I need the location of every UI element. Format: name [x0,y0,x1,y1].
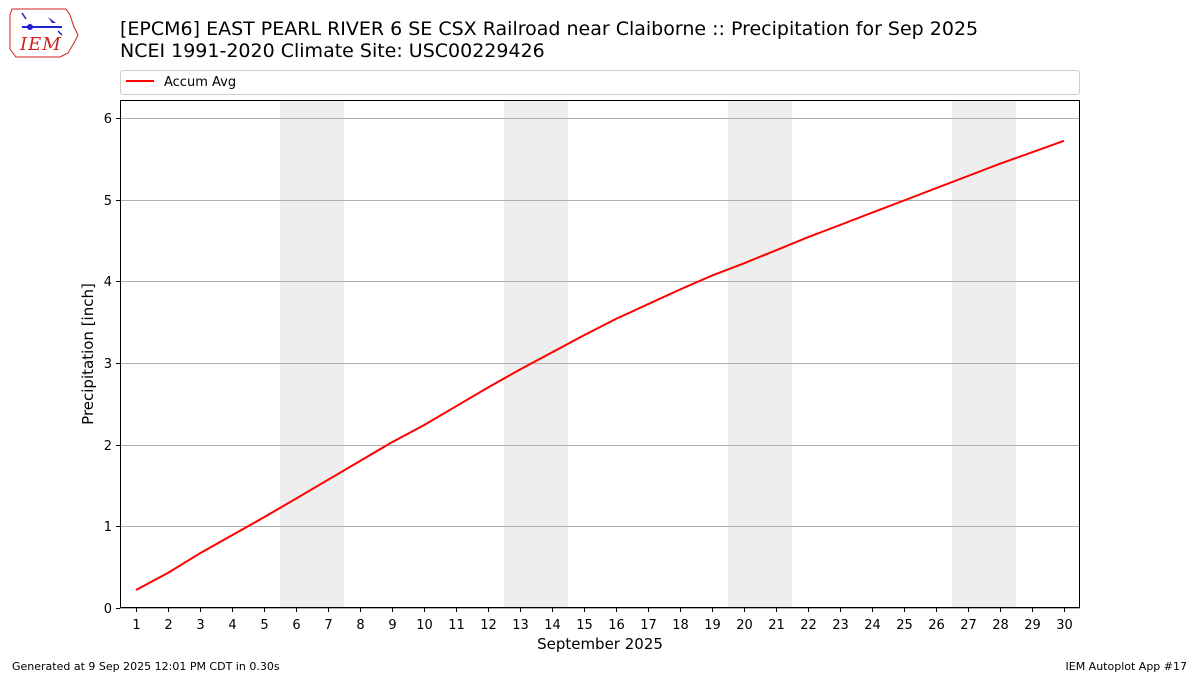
y-tick-label-6: 6 [104,112,112,127]
x-tick-label-5: 5 [260,618,268,633]
footer-generated-text: Generated at 9 Sep 2025 12:01 PM CDT in … [12,660,280,673]
weekend-shade-1 [280,100,344,608]
legend-box [120,70,1080,95]
y-tick-label-5: 5 [104,194,112,209]
x-tick-label-30: 30 [1056,618,1073,633]
x-tick-label-15: 15 [576,618,593,633]
x-tick-label-20: 20 [736,618,753,633]
weekend-shading [280,100,1016,608]
x-tick-label-27: 27 [960,618,977,633]
weekend-shade-4 [952,100,1016,608]
x-tick-label-1: 1 [132,618,140,633]
x-tick-label-23: 23 [832,618,849,633]
x-tick-label-16: 16 [608,618,625,633]
x-tick-label-13: 13 [512,618,529,633]
x-tick-label-6: 6 [292,618,300,633]
y-tick-label-4: 4 [104,275,112,290]
weekend-shade-3 [728,100,792,608]
x-tick-label-19: 19 [704,618,721,633]
x-tick-label-8: 8 [356,618,364,633]
chart-subtitle: NCEI 1991-2020 Climate Site: USC00229426 [120,40,545,62]
series-layer [135,139,1065,591]
chart-title: [EPCM6] EAST PEARL RIVER 6 SE CSX Railro… [120,18,979,40]
x-tick-label-10: 10 [416,618,433,633]
x-tick-label-12: 12 [480,618,497,633]
y-tick-label-3: 3 [104,357,112,372]
x-tick-label-7: 7 [324,618,332,633]
x-tick-label-17: 17 [640,618,657,633]
x-axis: 1 2 3 4 5 6 7 8 9 10 11 12 13 14 15 16 17 18 19 20 21 22 23 24 2… [132,608,1073,633]
plot-frame [120,100,1080,608]
y-tick-label-1: 1 [104,520,112,535]
x-tick-label-14: 14 [544,618,561,633]
x-tick-label-24: 24 [864,618,881,633]
logo-text: IEM [20,34,62,55]
legend-label: Accum Avg [164,75,236,90]
x-tick-label-22: 22 [800,618,817,633]
x-tick-label-4: 4 [228,618,236,633]
series-line-accum-avg [135,139,1065,591]
weekend-shade-2 [504,100,568,608]
footer-app-text: IEM Autoplot App #17 [1065,660,1188,673]
y-tick-label-2: 2 [104,439,112,454]
x-tick-label-11: 11 [448,618,465,633]
x-tick-label-3: 3 [196,618,204,633]
y-axis-label: Precipitation [inch] [79,283,97,425]
iem-logo-icon [9,8,79,58]
x-tick-label-9: 9 [388,618,396,633]
x-tick-label-2: 2 [164,618,172,633]
x-axis-label: September 2025 [537,635,663,653]
grid-lines [120,118,1080,609]
y-axis: 0 1 2 3 4 5 6 [104,112,120,617]
x-tick-label-21: 21 [768,618,785,633]
legend: Accum Avg [120,70,1080,95]
x-tick-label-29: 29 [1024,618,1041,633]
x-tick-label-26: 26 [928,618,945,633]
x-tick-label-28: 28 [992,618,1009,633]
y-tick-label-0: 0 [104,602,112,617]
x-tick-label-18: 18 [672,618,689,633]
x-tick-label-25: 25 [896,618,913,633]
